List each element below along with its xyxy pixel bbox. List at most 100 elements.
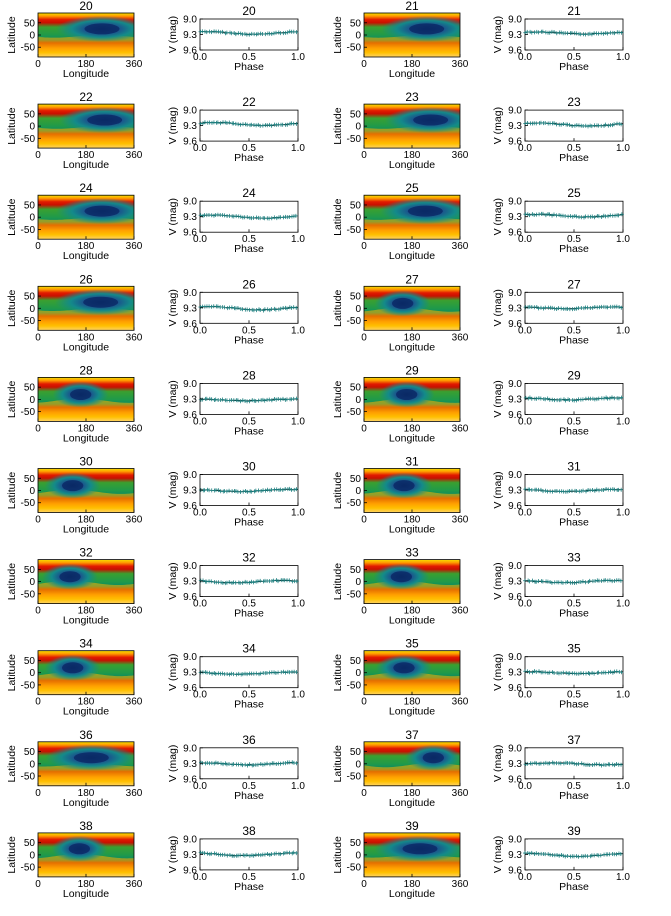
lc-title: 27 [567,277,581,291]
lc-ylabel: V (mag) [167,654,179,691]
lc-point [565,580,570,585]
lc-observations [523,211,624,220]
lc-point [574,580,579,585]
lc-point [587,671,592,676]
lc-point [242,853,247,858]
lc-ytick-label: 9.6 [183,683,197,694]
lc-point [609,395,614,400]
map-xtick-label: 0 [361,150,367,161]
lc-ytick-label: 9.0 [508,652,522,663]
lc-title: 24 [242,186,256,200]
lc-point [619,487,624,492]
lightcurve-panel-23: 0.0 0.5 1.0 9.0 9.3 9.6 23 Phase V (mag) [492,95,630,164]
lc-point [590,305,595,310]
lc-point [617,121,622,126]
map-xtick-label: 180 [404,332,421,343]
lc-ytick-label: 9.6 [183,592,197,603]
lightcurve-panel-28: 0.0 0.5 1.0 9.0 9.3 9.6 28 Phase V (mag) [167,368,305,437]
map-xtick-label: 180 [404,879,421,890]
lc-ytick-label: 9.6 [508,46,522,57]
lc-point [543,488,548,493]
lc-point [262,852,267,857]
lc-point [527,579,532,584]
map-xtick-label: 0 [35,606,41,617]
lc-point [273,670,278,675]
map-xlabel: Longitude [389,888,435,900]
map-spot-core [407,205,443,217]
lc-point [231,121,236,126]
lc-point [570,760,575,765]
map-ytick-label: 0 [29,486,35,497]
lc-ytick-label: 9.3 [183,486,197,497]
lc-point [619,395,624,400]
lc-point [260,123,265,128]
lc-ytick-label: 9.0 [183,15,197,26]
lc-ytick-label: 9.6 [508,319,522,330]
lc-point [543,213,548,218]
lc-xtick-label: 0.0 [518,325,532,336]
lc-xtick-label: 1.0 [616,52,630,63]
lc-point [247,399,252,404]
lc-observations [523,304,624,312]
lc-point [565,854,570,859]
lc-point [255,762,260,767]
lc-ytick-label: 9.3 [508,212,522,223]
lc-point [593,579,598,584]
lc-point [285,30,290,35]
lc-point [576,671,581,676]
lc-point [594,397,599,402]
lc-point [227,672,232,677]
lc-point [198,29,203,34]
lc-point [603,578,608,583]
lc-title: 23 [567,95,581,109]
lc-xtick-label: 0.5 [567,781,581,792]
lc-point [581,488,586,493]
lc-point [574,214,579,219]
lc-point [578,580,583,585]
map-xtick-label: 180 [78,241,95,252]
lc-xtick-label: 0.5 [242,234,256,245]
lc-point [220,671,225,676]
lc-point [274,397,279,402]
lc-point [247,762,252,767]
map-xtick-label: 0 [35,515,41,526]
map-spot-core [62,662,84,674]
lc-xtick-label: 0.0 [193,325,207,336]
lc-title: 36 [242,733,256,747]
map-xtick-label: 360 [452,423,469,434]
lc-point [278,397,283,402]
map-xtick-label: 0 [361,515,367,526]
map-ylabel: Latitude [332,563,344,601]
map-xlabel: Longitude [63,797,109,809]
map-ytick-label: 50 [24,200,36,211]
lightcurve-panel-26: 0.0 0.5 1.0 9.0 9.3 9.6 26 Phase V (mag) [167,277,305,346]
map-ytick-label: -50 [21,316,36,327]
lc-point [572,123,577,128]
lc-observations [198,760,299,768]
map-xtick-label: 180 [78,150,95,161]
lc-xlabel: Phase [559,61,589,73]
lc-point [608,487,613,492]
lc-point [563,854,568,859]
map-xlabel: Longitude [389,341,435,353]
lc-point [617,304,622,309]
lc-observations [198,669,299,677]
lc-xlabel: Phase [559,152,589,164]
lc-ylabel: V (mag) [492,107,504,144]
lc-point [258,308,263,313]
map-xtick-label: 180 [404,59,421,70]
lc-point [530,670,535,675]
lc-point [283,670,288,675]
map-ytick-label: 0 [29,395,35,406]
map-ylabel: Latitude [332,107,344,145]
map-xlabel: Longitude [389,68,435,80]
map-xlabel: Longitude [389,159,435,171]
map-xtick-label: 360 [126,150,143,161]
lc-point [259,488,264,493]
lc-point [224,580,229,585]
lc-title: 28 [242,368,256,382]
lc-point [547,761,552,766]
